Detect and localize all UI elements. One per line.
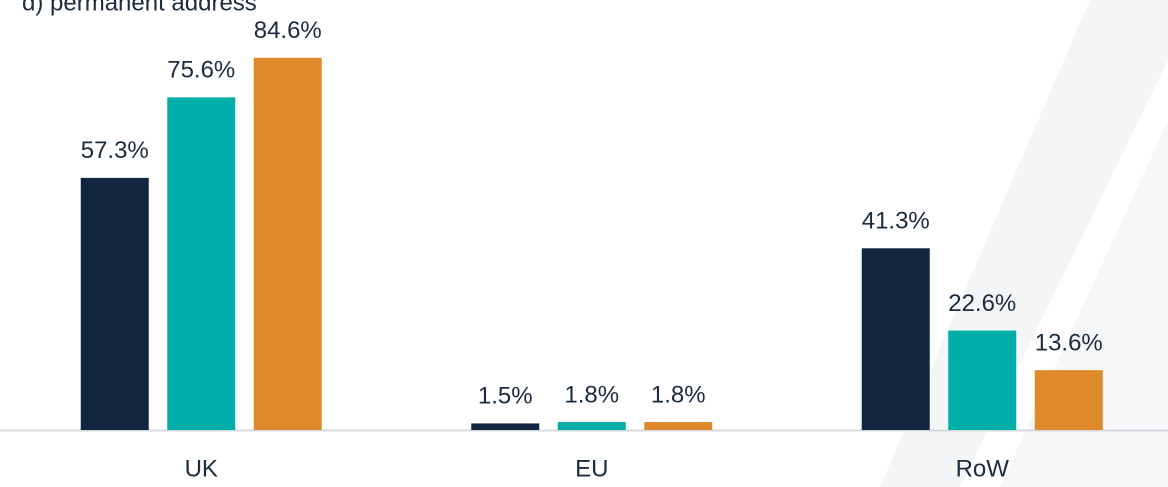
value-label: 84.6%: [254, 17, 322, 44]
value-label: 1.8%: [651, 381, 706, 408]
value-label: 75.6%: [167, 57, 235, 84]
value-label: 1.5%: [478, 383, 533, 410]
bar: [948, 330, 1017, 430]
chart-title: d) permanent address: [22, 0, 257, 16]
bar: [861, 248, 930, 430]
value-label: 41.3%: [862, 208, 930, 235]
x-tick-label: RoW: [956, 455, 1010, 482]
bar: [253, 57, 322, 430]
x-tick-label: UK: [185, 455, 218, 482]
value-label: 57.3%: [81, 137, 149, 164]
bar: [80, 177, 149, 430]
bar: [471, 423, 540, 430]
bar: [167, 97, 236, 431]
x-tick-label: EU: [575, 455, 608, 482]
value-label: 22.6%: [948, 290, 1016, 317]
value-label: 1.8%: [564, 381, 619, 408]
value-label: 13.6%: [1035, 330, 1103, 357]
bar: [644, 422, 713, 430]
bar: [1034, 370, 1103, 430]
bar: [557, 422, 626, 430]
